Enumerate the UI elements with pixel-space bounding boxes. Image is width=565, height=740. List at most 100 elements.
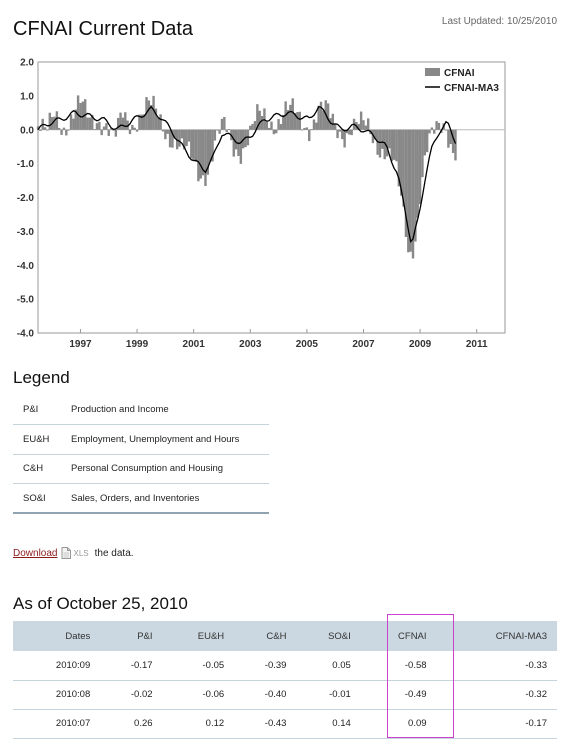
legend-description: Employment, Unemployment and Hours <box>71 424 269 455</box>
download-trailing-text: the data. <box>94 547 134 559</box>
cfnai-bar <box>192 129 195 160</box>
cfnai-bar <box>204 129 207 186</box>
cfnai-bar <box>124 112 127 130</box>
table-header-row: Dates P&I EU&H C&H SO&I CFNAI CFNAI-MA3 <box>13 621 557 651</box>
cfnai-bar <box>421 129 424 178</box>
cfnai-bar <box>286 110 290 130</box>
cfnai-bar <box>140 114 143 130</box>
cfnai-bar <box>407 129 410 253</box>
cfnai-bar <box>343 129 346 148</box>
cfnai-bar <box>437 122 441 130</box>
cfnai-bar <box>359 111 363 130</box>
cfnai-bar <box>227 129 231 130</box>
cfnai-bar <box>55 111 59 130</box>
cfnai-bar <box>350 129 353 136</box>
cfnai-bar <box>76 95 80 130</box>
legend-description: Sales, Orders, and Inventories <box>71 483 269 514</box>
cfnai-bar <box>197 129 200 182</box>
table-row: 2010:09 -0.17 -0.05 -0.39 0.05 -0.58 -0.… <box>13 651 557 681</box>
cfnai-bar <box>201 129 205 176</box>
cfnai-bar <box>183 129 186 150</box>
cfnai-ma3-line <box>37 105 457 244</box>
cfnai-bar <box>187 129 191 142</box>
cfnai-bar <box>190 129 193 159</box>
cfnai-bar <box>300 129 304 131</box>
cfnai-bar <box>126 120 129 130</box>
cfnai-bar <box>423 129 427 156</box>
cfnai-bar <box>305 127 309 130</box>
cfnai-bar <box>451 129 455 153</box>
cfnai-bar <box>435 121 438 130</box>
cfnai-bar <box>157 117 160 130</box>
cfnai-bar <box>116 118 120 130</box>
cfnai-bar <box>119 112 122 130</box>
cell-cfnai: 0.09 <box>360 709 437 739</box>
y-tick-label: -1.0 <box>17 159 35 170</box>
cfnai-bar <box>152 95 155 130</box>
y-tick-label: -3.0 <box>17 227 35 238</box>
cfnai-bar <box>326 103 330 130</box>
plot-frame <box>37 61 506 334</box>
cfnai-bar <box>414 129 417 242</box>
cfnai-bar <box>69 114 73 130</box>
cfnai-bar <box>357 124 360 130</box>
cfnai-bar <box>67 129 70 131</box>
cfnai-bar <box>60 129 63 135</box>
cfnai-bar <box>147 100 151 130</box>
cfnai-bar <box>114 129 118 137</box>
cfnai-bar <box>102 126 106 130</box>
cell-cfnai-ma3: -0.32 <box>436 680 557 710</box>
column-header-euh: EU&H <box>162 621 235 651</box>
cfnai-bar <box>433 129 436 134</box>
legend-heading: Legend <box>13 368 70 387</box>
x-tick-label: 2009 <box>409 339 432 350</box>
cell-cfnai: -0.49 <box>360 680 437 710</box>
cfnai-bar <box>345 129 349 134</box>
x-tick-label: 2003 <box>239 339 262 350</box>
column-header-cfnai-ma3: CFNAI-MA3 <box>436 621 557 651</box>
cfnai-bar <box>385 129 389 157</box>
cfnai-bar <box>105 123 108 130</box>
cfnai-bar <box>150 105 153 130</box>
cfnai-bar <box>180 129 184 139</box>
xls-file-label: XLS <box>73 548 89 558</box>
xls-file-icon[interactable]: XLS <box>61 547 89 559</box>
cfnai-bar <box>206 129 210 175</box>
cfnai-bar <box>93 129 96 130</box>
cfnai-bar <box>62 127 66 130</box>
cfnai-bar <box>112 129 115 131</box>
cfnai-bar <box>211 129 214 162</box>
cfnai-bar <box>154 108 158 130</box>
cell-pi: -0.02 <box>100 680 163 710</box>
cfnai-bar <box>234 129 238 150</box>
cell-cfnai: -0.58 <box>360 651 437 681</box>
cell-date: 2010:07 <box>13 709 101 739</box>
legend-table: P&I Production and Income EU&H Employmen… <box>13 395 269 514</box>
cfnai-bar <box>362 120 365 130</box>
cfnai-bar <box>367 118 370 130</box>
cfnai-bar <box>303 127 306 130</box>
x-tick-label: 2011 <box>466 339 488 350</box>
cfnai-bar <box>256 104 259 130</box>
cell-ch: -0.43 <box>234 709 297 739</box>
legend-label-cfnai: CFNAI <box>444 68 475 79</box>
legend-label-ma3: CFNAI-MA3 <box>444 83 499 94</box>
legend-row: SO&I Sales, Orders, and Inventories <box>13 483 269 514</box>
cfnai-bar <box>43 127 47 130</box>
cfnai-bar <box>95 123 99 130</box>
download-link[interactable]: Download <box>13 547 58 559</box>
cfnai-bar <box>279 124 283 130</box>
cfnai-bar <box>336 129 339 139</box>
cfnai-bar <box>390 129 393 162</box>
cfnai-bar <box>220 118 224 130</box>
cell-cfnai-ma3: -0.33 <box>436 651 557 681</box>
cfnai-bar <box>258 110 261 130</box>
cfnai-bar <box>400 129 403 196</box>
cell-soi: 0.14 <box>296 709 361 739</box>
y-tick-label: -4.0 <box>17 261 35 272</box>
cfnai-bar <box>289 104 292 130</box>
cfnai-bar <box>397 129 401 187</box>
cfnai-bar <box>338 129 342 132</box>
cfnai-bar <box>418 129 422 205</box>
legend-row: C&H Personal Consumption and Housing <box>13 454 269 484</box>
